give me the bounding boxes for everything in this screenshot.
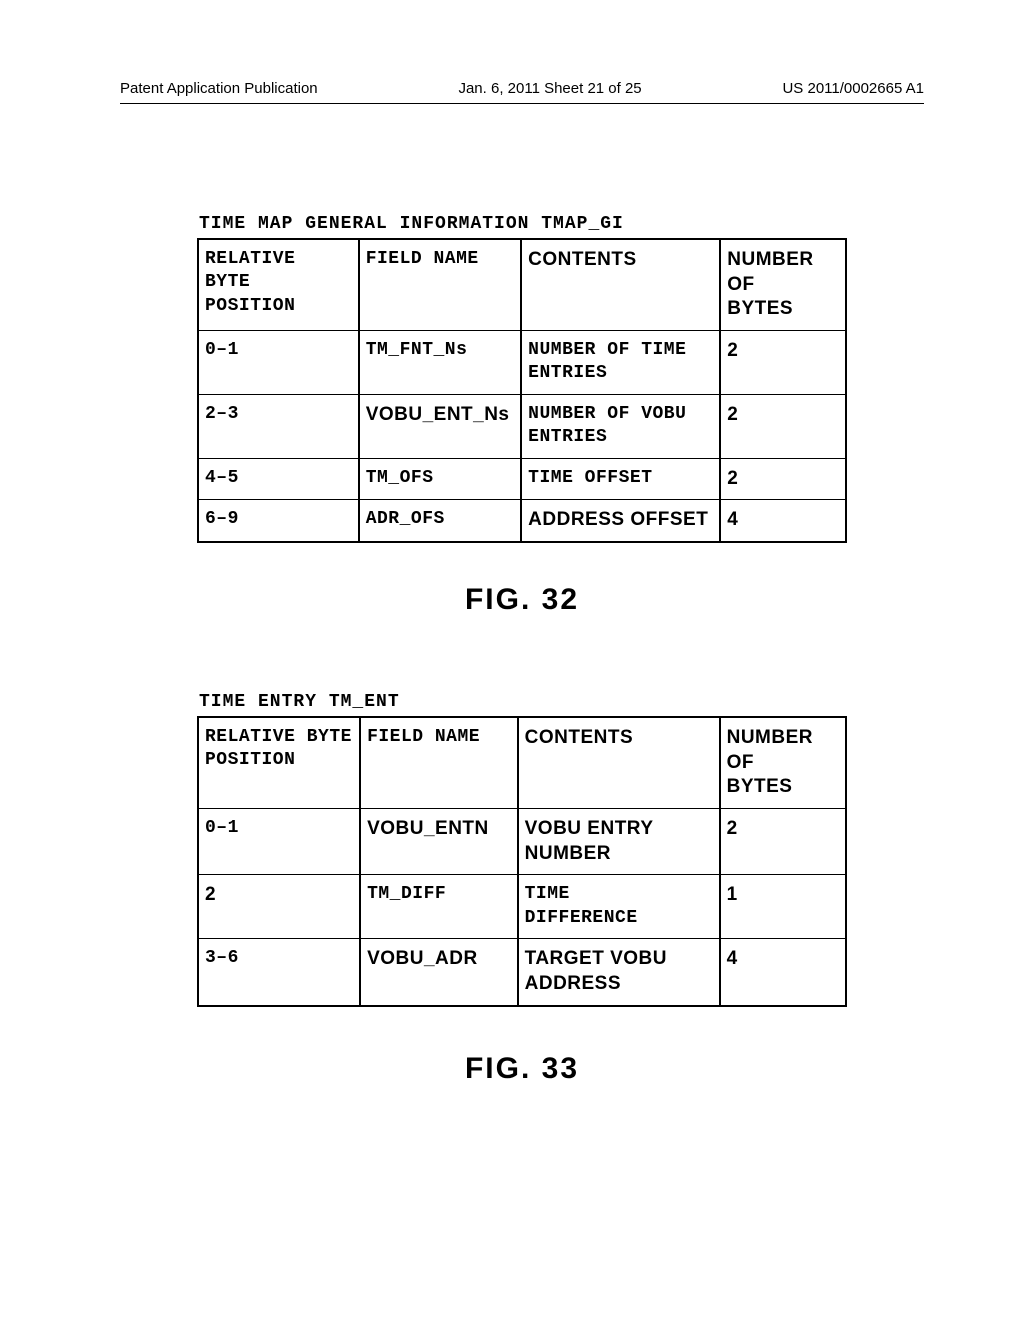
cell-field: TM_DIFF [360, 875, 518, 939]
cell-contents: TARGET VOBU ADDRESS [518, 939, 720, 1006]
table2-title: TIME ENTRY TM_ENT [199, 692, 847, 712]
table-row-header: RELATIVE BYTE POSITION FIELD NAME CONTEN… [198, 717, 846, 809]
cell-bytes: 2 [720, 394, 846, 458]
cell-contents: NUMBER OF VOBU ENTRIES [521, 394, 720, 458]
figure-label-33: FIG. 33 [120, 1052, 924, 1086]
cell-field: VOBU_ADR [360, 939, 518, 1006]
table-row: 2 TM_DIFF TIME DIFFERENCE 1 [198, 875, 846, 939]
header-right: US 2011/0002665 A1 [782, 80, 924, 97]
cell-line: NUMBER OF VOBU [528, 404, 686, 424]
cell-line: NUMBER OF TIME [528, 340, 686, 360]
cell-position: 0–1 [198, 809, 360, 875]
table1-title: TIME MAP GENERAL INFORMATION TMAP_GI [199, 214, 847, 234]
hdr-line: POSITION [205, 296, 295, 316]
cell-contents: VOBU ENTRY NUMBER [518, 809, 720, 875]
cell-bytes: 2 [720, 458, 846, 500]
header-mid: Jan. 6, 2011 Sheet 21 of 25 [458, 80, 641, 97]
cell-line: NUMBER [525, 843, 611, 864]
cell-contents: TIME DIFFERENCE [518, 875, 720, 939]
hdr-line: RELATIVE BYTE [205, 249, 295, 292]
cell-line: ADDRESS [525, 973, 621, 994]
cell-position: 2 [198, 875, 360, 939]
hdr-line: POSITION [205, 750, 295, 770]
cell-line: TARGET VOBU [525, 948, 667, 969]
cell-field: VOBU_ENTN [360, 809, 518, 875]
col-header-bytes: NUMBER OF BYTES [720, 717, 846, 809]
table-row: 4–5 TM_OFS TIME OFFSET 2 [198, 458, 846, 500]
table2: RELATIVE BYTE POSITION FIELD NAME CONTEN… [197, 716, 847, 1007]
cell-line: TIME [525, 884, 570, 904]
cell-line: VOBU ENTRY [525, 818, 654, 839]
cell-position: 0–1 [198, 331, 359, 395]
cell-field: VOBU_ENT_Ns [359, 394, 521, 458]
col-header-contents: CONTENTS [521, 239, 720, 331]
cell-position: 3–6 [198, 939, 360, 1006]
cell-bytes: 4 [720, 939, 846, 1006]
table-row: 6–9 ADR_OFS ADDRESS OFFSET 4 [198, 500, 846, 542]
cell-bytes: 2 [720, 809, 846, 875]
table-row: 3–6 VOBU_ADR TARGET VOBU ADDRESS 4 [198, 939, 846, 1006]
cell-field: TM_OFS [359, 458, 521, 500]
col-header-contents: CONTENTS [518, 717, 720, 809]
table-row: 0–1 TM_FNT_Ns NUMBER OF TIME ENTRIES 2 [198, 331, 846, 395]
cell-line: DIFFERENCE [525, 908, 638, 928]
col-header-fieldname: FIELD NAME [360, 717, 518, 809]
table1: RELATIVE BYTE POSITION FIELD NAME CONTEN… [197, 238, 847, 543]
cell-bytes: 2 [720, 331, 846, 395]
table-row: 0–1 VOBU_ENTN VOBU ENTRY NUMBER 2 [198, 809, 846, 875]
col-header-bytes: NUMBER OF BYTES [720, 239, 846, 331]
cell-position: 2–3 [198, 394, 359, 458]
cell-field: ADR_OFS [359, 500, 521, 542]
page: Patent Application Publication Jan. 6, 2… [0, 0, 1024, 1086]
col-header-position: RELATIVE BYTE POSITION [198, 239, 359, 331]
hdr-line: BYTES [727, 776, 793, 797]
cell-contents: ADDRESS OFFSET [521, 500, 720, 542]
hdr-line: RELATIVE BYTE [205, 727, 352, 747]
cell-field: TM_FNT_Ns [359, 331, 521, 395]
cell-line: ENTRIES [528, 427, 607, 447]
figure-label-32: FIG. 32 [120, 583, 924, 617]
table-row: 2–3 VOBU_ENT_Ns NUMBER OF VOBU ENTRIES 2 [198, 394, 846, 458]
cell-contents: NUMBER OF TIME ENTRIES [521, 331, 720, 395]
cell-position: 6–9 [198, 500, 359, 542]
col-header-position: RELATIVE BYTE POSITION [198, 717, 360, 809]
cell-bytes: 1 [720, 875, 846, 939]
cell-bytes: 4 [720, 500, 846, 542]
header-left: Patent Application Publication [120, 80, 318, 97]
page-header: Patent Application Publication Jan. 6, 2… [120, 80, 924, 104]
cell-line: ENTRIES [528, 363, 607, 383]
cell-contents: TIME OFFSET [521, 458, 720, 500]
table-row-header: RELATIVE BYTE POSITION FIELD NAME CONTEN… [198, 239, 846, 331]
hdr-line: BYTES [727, 298, 793, 319]
table2-wrap: TIME ENTRY TM_ENT RELATIVE BYTE POSITION… [197, 692, 847, 1007]
hdr-line: NUMBER OF [727, 727, 813, 773]
hdr-line: NUMBER OF [727, 249, 813, 295]
cell-position: 4–5 [198, 458, 359, 500]
table1-wrap: TIME MAP GENERAL INFORMATION TMAP_GI REL… [197, 214, 847, 543]
col-header-fieldname: FIELD NAME [359, 239, 521, 331]
